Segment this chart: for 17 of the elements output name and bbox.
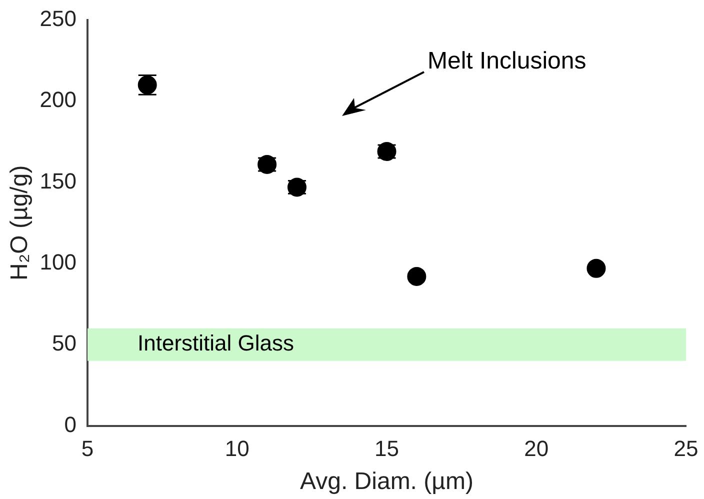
band-label: Interstitial Glass: [138, 330, 294, 356]
y-tick-label: 100: [40, 250, 77, 275]
x-tick-label: 10: [224, 436, 250, 462]
x-tick-label: 20: [524, 436, 549, 462]
y-tick-label: 0: [64, 412, 77, 437]
annotation: Melt Inclusions: [428, 48, 586, 75]
y-tick-label: 150: [40, 168, 77, 194]
x-axis-title: Avg. Diam. (µm): [300, 468, 474, 496]
point: [586, 258, 606, 278]
point: [407, 266, 426, 286]
x-tick-label: 15: [374, 436, 399, 462]
y-tick-label: 250: [40, 6, 77, 32]
x-tick-label: 5: [81, 436, 94, 462]
y-axis-title: H₂O (µg/g): [6, 165, 34, 280]
y-tick-label: 50: [52, 330, 77, 356]
y-tick-label: 200: [40, 87, 77, 112]
x-tick-label: 25: [674, 436, 698, 462]
